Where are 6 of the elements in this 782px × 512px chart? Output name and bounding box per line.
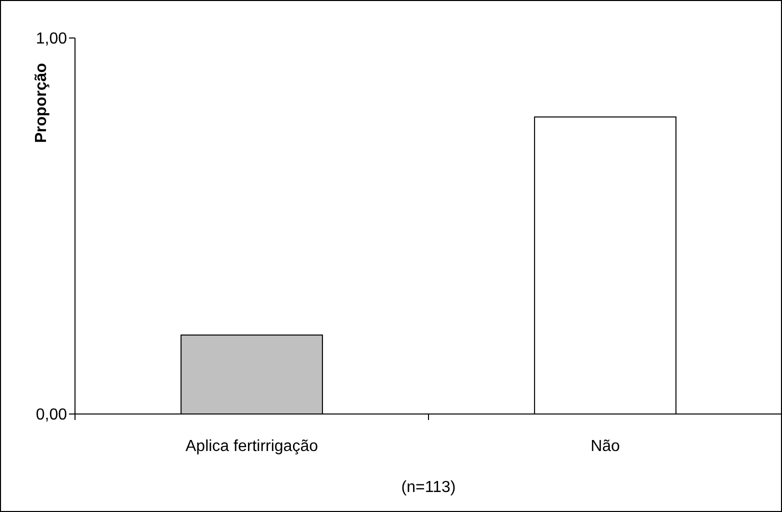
x-tick-label: Aplica fertirrigação [186, 438, 318, 455]
y-tick-label: 1,00 [36, 30, 68, 48]
x-tick-label: Não [590, 438, 620, 455]
y-tick-label: 0,00 [36, 406, 68, 424]
y-axis-title: Proporção [33, 62, 50, 144]
text: (n=113) [401, 479, 456, 496]
